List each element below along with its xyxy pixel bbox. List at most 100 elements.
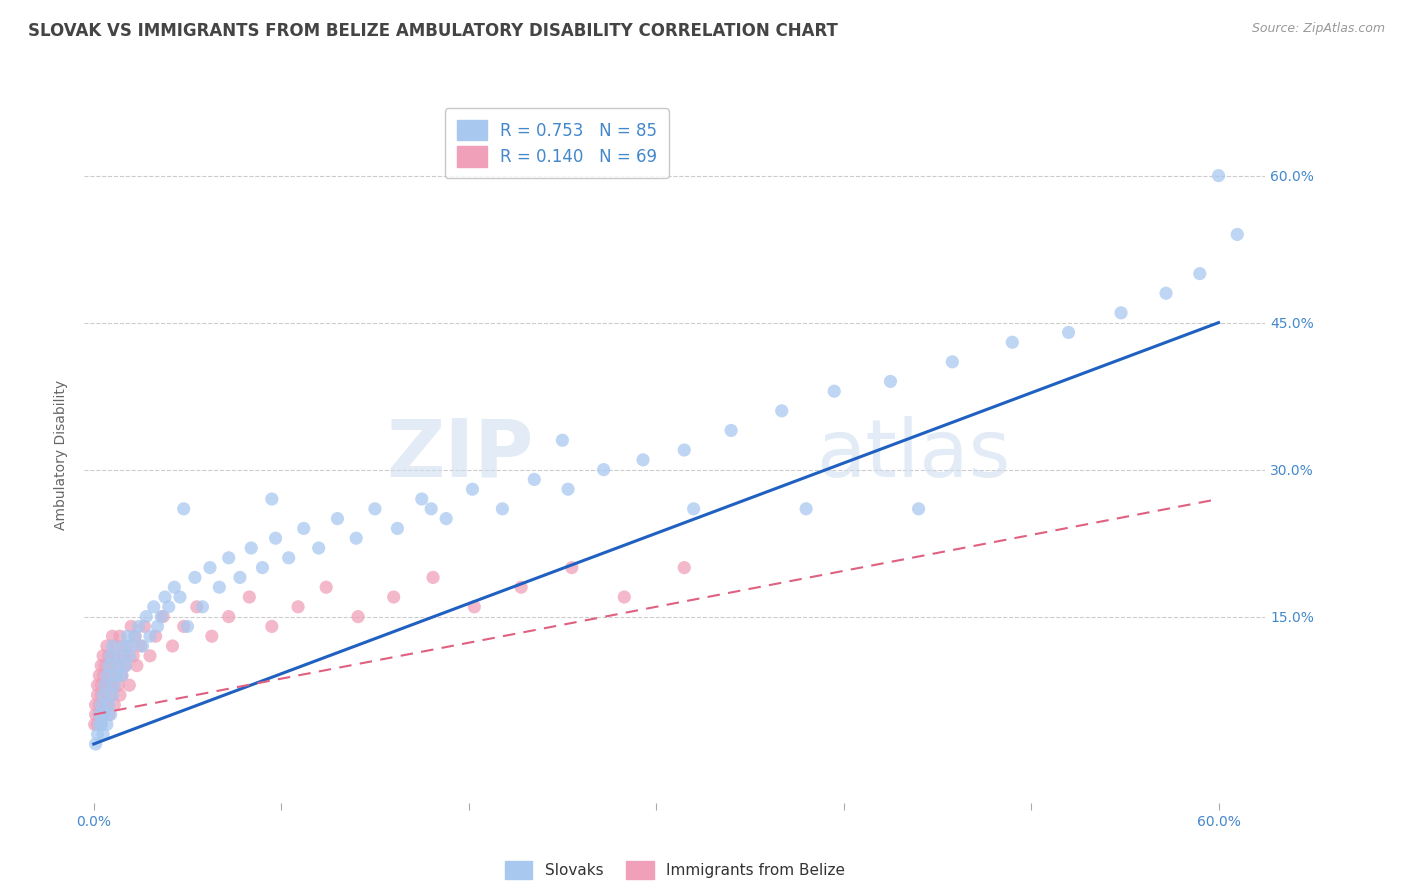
Point — [1226, 227, 1249, 242]
Point — [101, 629, 124, 643]
Point — [434, 511, 457, 525]
Point — [90, 678, 112, 692]
Point — [131, 639, 153, 653]
Point — [218, 609, 240, 624]
Point — [89, 668, 111, 682]
Point — [89, 707, 111, 722]
Point — [420, 501, 443, 516]
Point — [292, 521, 315, 535]
Point — [129, 639, 152, 653]
Point — [105, 668, 128, 682]
Point — [139, 629, 162, 643]
Point — [103, 648, 125, 663]
Point — [118, 648, 141, 663]
Point — [139, 648, 162, 663]
Point — [105, 668, 128, 682]
Point — [96, 717, 118, 731]
Point — [411, 491, 433, 506]
Point — [173, 501, 195, 516]
Point — [107, 658, 129, 673]
Point — [89, 707, 111, 722]
Point — [122, 648, 145, 663]
Point — [218, 550, 240, 565]
Point — [101, 678, 124, 692]
Point — [103, 698, 125, 712]
Point — [592, 462, 614, 476]
Point — [184, 570, 207, 584]
Point — [108, 629, 131, 643]
Point — [240, 541, 263, 555]
Point — [84, 698, 107, 712]
Point — [1057, 326, 1080, 340]
Point — [94, 688, 117, 702]
Point — [89, 717, 111, 731]
Point — [91, 707, 114, 722]
Point — [124, 629, 146, 643]
Legend: Slovaks, Immigrants from Belize: Slovaks, Immigrants from Belize — [499, 855, 851, 886]
Point — [117, 629, 139, 643]
Point — [91, 648, 114, 663]
Point — [89, 698, 111, 712]
Point — [229, 570, 252, 584]
Point — [326, 511, 349, 525]
Point — [100, 658, 122, 673]
Point — [198, 560, 221, 574]
Point — [176, 619, 198, 633]
Point — [120, 619, 142, 633]
Point — [94, 678, 117, 692]
Point — [1001, 335, 1024, 350]
Point — [1154, 286, 1177, 301]
Point — [111, 668, 134, 682]
Point — [277, 550, 299, 565]
Point — [173, 619, 195, 633]
Point — [208, 580, 231, 594]
Point — [108, 648, 131, 663]
Point — [673, 443, 696, 458]
Point — [561, 560, 583, 574]
Point — [96, 678, 118, 692]
Point — [150, 609, 173, 624]
Point — [84, 737, 107, 751]
Point — [191, 599, 214, 614]
Point — [523, 472, 546, 486]
Point — [823, 384, 845, 399]
Text: atlas: atlas — [817, 416, 1011, 494]
Point — [146, 619, 169, 633]
Point — [97, 707, 120, 722]
Point — [90, 698, 112, 712]
Point — [91, 698, 114, 712]
Point — [169, 590, 191, 604]
Point — [117, 639, 139, 653]
Point — [145, 629, 167, 643]
Point — [422, 570, 444, 584]
Point — [107, 678, 129, 692]
Point — [491, 501, 513, 516]
Point — [308, 541, 330, 555]
Point — [163, 580, 186, 594]
Point — [96, 698, 118, 712]
Point — [91, 727, 114, 741]
Point — [90, 658, 112, 673]
Point — [124, 629, 146, 643]
Point — [128, 619, 150, 633]
Point — [613, 590, 636, 604]
Point — [84, 707, 107, 722]
Point — [112, 639, 135, 653]
Text: ZIP: ZIP — [385, 416, 533, 494]
Point — [152, 609, 174, 624]
Point — [941, 355, 963, 369]
Point — [315, 580, 337, 594]
Point — [86, 678, 108, 692]
Point — [100, 707, 122, 722]
Point — [631, 452, 654, 467]
Point — [94, 707, 117, 722]
Point — [90, 717, 112, 731]
Point — [264, 531, 287, 545]
Point — [90, 688, 112, 702]
Point — [364, 501, 387, 516]
Point — [1109, 306, 1132, 320]
Point — [557, 482, 579, 496]
Point — [142, 599, 165, 614]
Point — [134, 619, 156, 633]
Point — [107, 658, 129, 673]
